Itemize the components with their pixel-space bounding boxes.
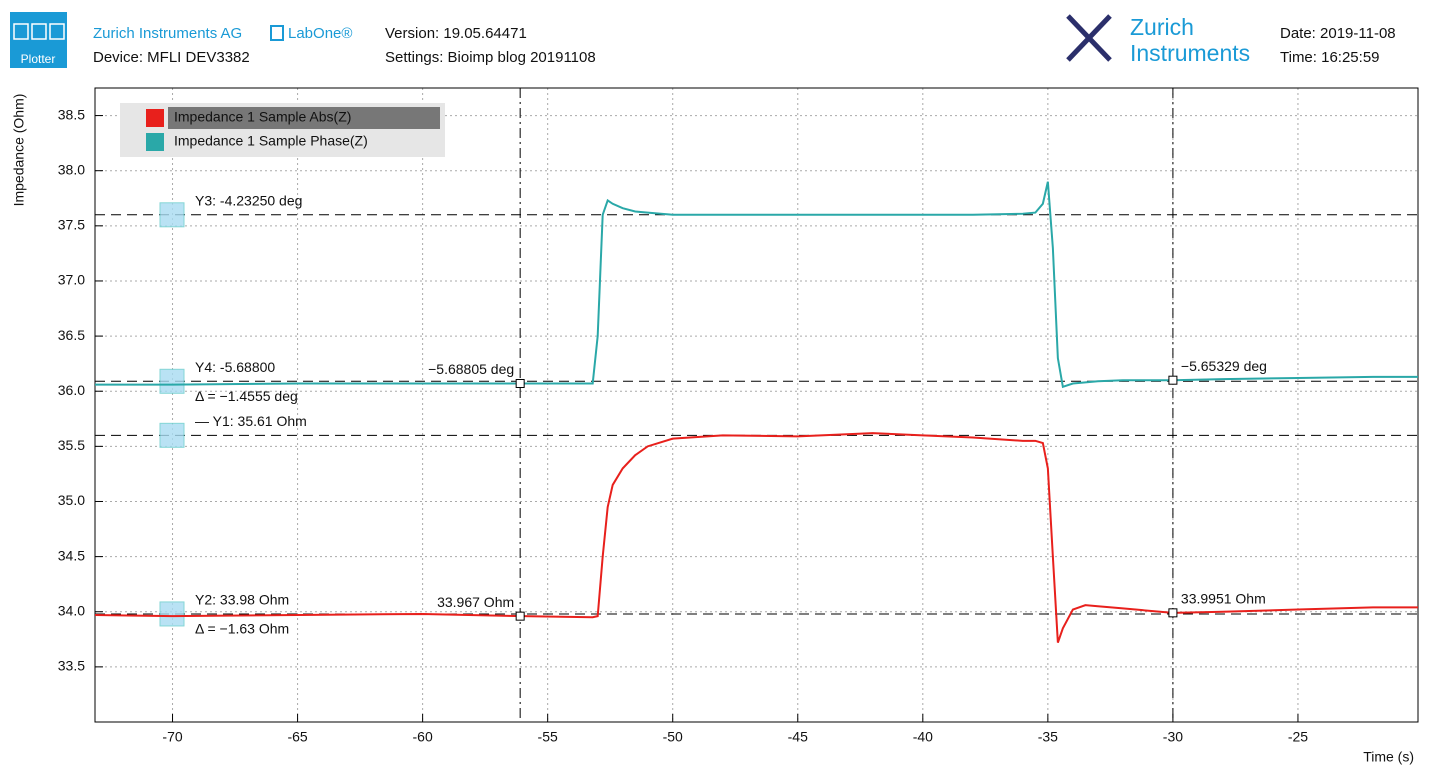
date: Date: 2019-11-08 — [1280, 25, 1396, 42]
plot-frame — [94, 87, 1419, 723]
time: Time: 16:25:59 — [1280, 49, 1380, 66]
cursor-point — [515, 611, 525, 621]
x-tick-label: -50 — [663, 729, 683, 745]
x-tick-label: -70 — [162, 729, 182, 745]
cursor-handle — [159, 422, 185, 448]
legend-highlight — [168, 107, 440, 129]
y-tick-label: 34.5 — [58, 547, 85, 563]
x-tick-label: -60 — [413, 729, 433, 745]
badge-label: Plotter — [21, 52, 56, 66]
series-line — [94, 432, 1418, 643]
y-tick-label: 33.5 — [58, 658, 85, 674]
x-axis-label: Time (s) — [1363, 749, 1414, 765]
cursor-point — [515, 378, 525, 388]
logo-text: Instruments — [1130, 40, 1250, 66]
cursor-handle — [159, 601, 185, 627]
legend-entry: Impedance 1 Sample Abs(Z) — [174, 109, 351, 125]
cursor-label: — Y1: 35.61 Ohm — [195, 413, 307, 429]
cursor-value: −5.65329 deg — [1181, 358, 1267, 374]
cursor-label: Y4: -5.68800 — [195, 359, 275, 375]
legend-swatch — [146, 109, 164, 127]
company: Zurich Instruments AG — [93, 25, 242, 42]
legend-entry: Impedance 1 Sample Phase(Z) — [174, 133, 368, 149]
y-tick-label: 36.0 — [58, 382, 85, 398]
x-tick-label: -55 — [538, 729, 558, 745]
cursor-value: 33.967 Ohm — [437, 594, 514, 610]
badge-icon — [13, 23, 65, 40]
x-tick-label: -35 — [1038, 729, 1058, 745]
cursor-value: −5.68805 deg — [428, 361, 514, 377]
x-tick-label: -25 — [1288, 729, 1308, 745]
y-tick-label: 36.5 — [58, 327, 85, 343]
x-tick-label: -65 — [287, 729, 307, 745]
y-tick-label: 35.5 — [58, 437, 85, 453]
cursor-delta: Δ = −1.4555 deg — [195, 388, 298, 404]
y-tick-label: 38.0 — [58, 161, 85, 177]
logo-text: Zurich — [1130, 14, 1194, 40]
x-tick-label: -30 — [1163, 729, 1183, 745]
app-badge — [10, 12, 67, 68]
product: LabOne® — [288, 25, 352, 42]
legend-swatch — [146, 133, 164, 151]
x-tick-label: -45 — [788, 729, 808, 745]
cursor-delta: Δ = −1.63 Ohm — [195, 621, 289, 637]
cursor-label: Y3: -4.23250 deg — [195, 193, 302, 209]
y-tick-label: 34.0 — [58, 602, 85, 618]
logo-mark — [1066, 14, 1112, 62]
y-tick-label: 37.0 — [58, 272, 85, 288]
cursor-value: 33.9951 Ohm — [1181, 591, 1266, 607]
series-line — [95, 181, 1418, 389]
cursor-handle — [159, 202, 185, 228]
y-tick-label: 35.0 — [58, 492, 85, 508]
cursor-handle — [159, 368, 185, 394]
labone-icon — [270, 25, 284, 41]
cursor-point — [1168, 608, 1178, 618]
cursor-label: Y2: 33.98 Ohm — [195, 592, 289, 608]
cursor-point — [1168, 375, 1178, 385]
settings: Settings: Bioimp blog 20191108 — [385, 49, 596, 66]
x-tick-label: -40 — [913, 729, 933, 745]
y-tick-label: 37.5 — [58, 217, 85, 233]
version: Version: 19.05.64471 — [385, 25, 527, 42]
y-tick-label: 38.5 — [58, 106, 85, 122]
device: Device: MFLI DEV3382 — [93, 49, 250, 66]
y-axis-label: Impedance (Ohm) — [11, 94, 27, 207]
